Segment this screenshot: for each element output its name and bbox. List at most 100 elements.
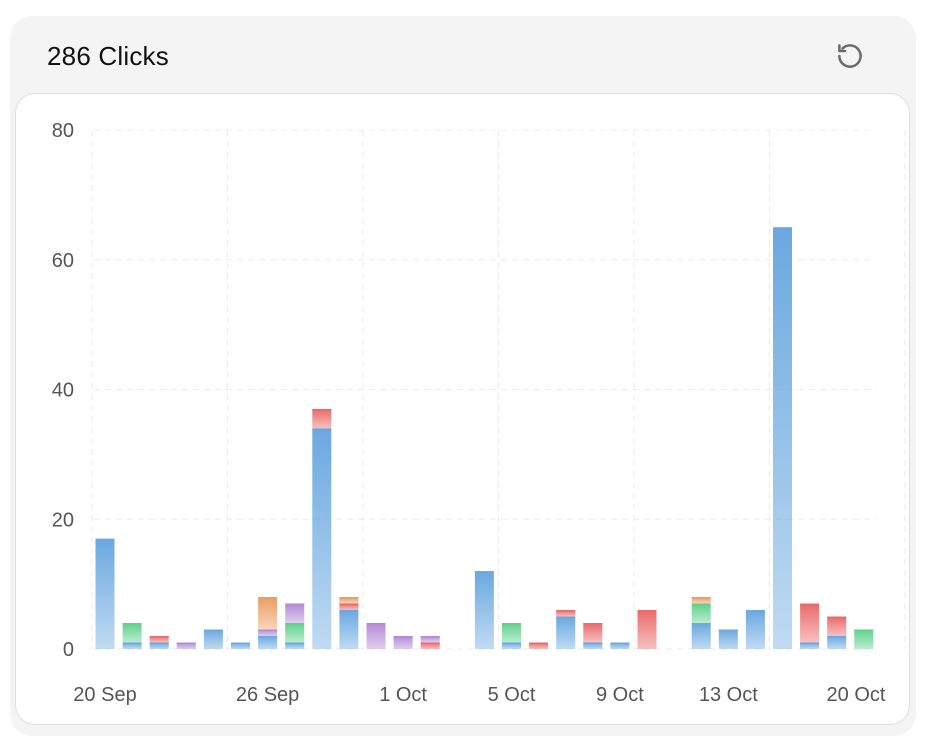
bar-segment-edge [691,597,711,599]
bar-segment-purple[interactable] [366,623,386,649]
bar-segment-edge [420,636,440,638]
bar-segment-edge [231,642,250,645]
bar-segment-blue[interactable] [800,642,820,649]
bar-segment-orange[interactable] [691,597,711,604]
bar-segment-edge [258,629,278,632]
bar-segment-blue[interactable] [773,227,792,649]
bar-segment-purple[interactable] [393,636,413,649]
bar-segment-edge [149,636,169,638]
bar-segment-edge [583,642,603,645]
bar-segment-green[interactable] [122,623,142,643]
bar-segment-red[interactable] [637,610,657,649]
bar-segment-purple[interactable] [285,603,305,624]
bar-segment-red[interactable] [339,603,359,611]
y-tick-label: 20 [52,509,74,531]
x-tick-label: 20 Sep [73,684,136,706]
bar-segment-blue[interactable] [556,616,576,649]
bar-segment-edge [122,623,142,625]
bar-segment-blue[interactable] [231,642,250,649]
bar-segment-red[interactable] [149,636,169,643]
bar-segment-edge [691,603,711,606]
bar-segment-edge [203,629,223,632]
x-tick-label: 5 Oct [488,684,536,706]
refresh-button[interactable] [832,38,868,74]
bar-segment-edge [339,597,359,599]
bar-segment-edge [285,603,305,606]
bar-segment-edge [556,616,576,619]
bar-segment-blue[interactable] [258,636,278,649]
bar-segment-edge [583,623,603,625]
x-tick-label: 1 Oct [379,684,427,706]
bar-segment-edge [339,603,359,606]
bar-segment-purple[interactable] [176,642,196,649]
bar-segment-blue[interactable] [122,642,142,649]
bar-segment-edge [854,629,874,632]
bars [95,227,874,649]
bar-segment-edge [502,642,521,645]
bar-segment-edge [312,428,332,430]
bar-segment-red[interactable] [420,642,440,649]
bar-segment-red[interactable] [529,642,549,649]
bar-segment-edge [149,642,169,645]
bar-segment-edge [691,623,711,625]
axis-labels: 0 20 40 60 80 20 Sep 26 Sep 1 Oct 5 Oct 9 Oct 13 O… [52,120,886,706]
bar-segment-red[interactable] [800,603,820,643]
y-tick-label: 60 [52,250,74,272]
bar-segment-blue[interactable] [502,642,521,649]
bar-segment-edge [773,227,792,229]
bar-segment-orange[interactable] [339,597,359,604]
bar-segment-edge [258,636,278,638]
bar-segment-blue[interactable] [339,610,359,649]
chart-panel: 0 20 40 60 80 20 Sep 26 Sep 1 Oct 5 Oct 9 Oct 13 O… [15,93,910,725]
bar-segment-edge [529,642,549,645]
bar-segment-edge [95,538,115,541]
y-tick-label: 40 [52,380,74,402]
bar-segment-red[interactable] [583,623,603,643]
bar-segment-blue[interactable] [474,571,494,649]
bar-segment-purple[interactable] [258,629,278,637]
bar-segment-blue[interactable] [95,538,115,649]
bar-segment-blue[interactable] [745,610,765,649]
clicks-card: 286 Clicks 0 20 40 60 80 20 Sep 26 Sep 1 Oct 5 O… [10,16,916,736]
bar-segment-edge [745,610,765,612]
bar-segment-orange[interactable] [258,597,278,630]
bar-segment-blue[interactable] [718,629,738,649]
bar-segment-edge [258,597,278,599]
bar-segment-edge [800,642,820,645]
bar-segment-edge [556,610,576,612]
bar-segment-red[interactable] [827,616,847,637]
bar-segment-edge [718,629,738,632]
bar-segment-edge [474,571,494,573]
bar-segment-edge [312,408,332,411]
bar-segment-edge [827,636,847,638]
bar-segment-red[interactable] [312,408,332,429]
bar-segment-edge [800,603,820,606]
clicks-bar-chart: 0 20 40 60 80 20 Sep 26 Sep 1 Oct 5 Oct 9 Oct 13 O… [52,120,906,706]
x-tick-label: 13 Oct [699,684,758,706]
bar-segment-edge [502,623,521,625]
bar-segment-blue[interactable] [285,642,305,649]
y-tick-label: 0 [63,639,74,661]
refresh-icon [838,44,862,68]
bar-segment-green[interactable] [502,623,521,643]
bar-segment-purple[interactable] [420,636,440,643]
bar-segment-edge [285,642,305,645]
bar-segment-edge [176,642,196,645]
bar-segment-blue[interactable] [610,642,630,649]
y-tick-label: 80 [52,120,74,142]
bar-segment-green[interactable] [854,629,874,649]
bar-segment-green[interactable] [691,603,711,624]
bar-segment-blue[interactable] [149,642,169,649]
x-tick-label: 9 Oct [596,684,644,706]
bar-segment-green[interactable] [285,623,305,643]
bar-segment-edge [393,636,413,638]
bar-segment-red[interactable] [556,610,576,617]
bar-segment-blue[interactable] [691,623,711,649]
bar-segment-blue[interactable] [312,428,332,649]
bar-segment-edge [339,610,359,612]
bar-segment-edge [827,616,847,619]
bar-segment-blue[interactable] [203,629,223,649]
x-tick-label: 20 Oct [827,684,886,706]
bar-segment-blue[interactable] [583,642,603,649]
bar-segment-blue[interactable] [827,636,847,649]
